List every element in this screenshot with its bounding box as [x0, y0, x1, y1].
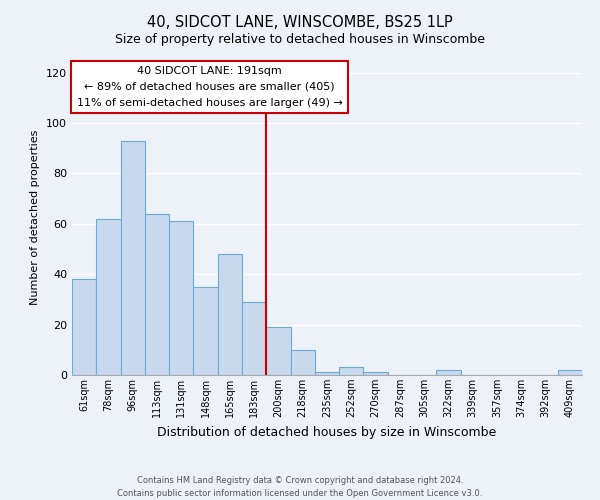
Bar: [436, 370, 461, 375]
Bar: [193, 287, 218, 375]
Bar: [339, 368, 364, 375]
Bar: [364, 372, 388, 375]
Bar: [96, 219, 121, 375]
Bar: [121, 140, 145, 375]
Bar: [145, 214, 169, 375]
Text: Contains HM Land Registry data © Crown copyright and database right 2024.
Contai: Contains HM Land Registry data © Crown c…: [118, 476, 482, 498]
X-axis label: Distribution of detached houses by size in Winscombe: Distribution of detached houses by size …: [157, 426, 497, 438]
Bar: [266, 327, 290, 375]
Bar: [169, 222, 193, 375]
Y-axis label: Number of detached properties: Number of detached properties: [31, 130, 40, 305]
Bar: [290, 350, 315, 375]
Bar: [242, 302, 266, 375]
Bar: [218, 254, 242, 375]
Text: 40, SIDCOT LANE, WINSCOMBE, BS25 1LP: 40, SIDCOT LANE, WINSCOMBE, BS25 1LP: [147, 15, 453, 30]
Bar: [72, 279, 96, 375]
Text: Size of property relative to detached houses in Winscombe: Size of property relative to detached ho…: [115, 32, 485, 46]
Bar: [315, 372, 339, 375]
Bar: [558, 370, 582, 375]
Text: 40 SIDCOT LANE: 191sqm
← 89% of detached houses are smaller (405)
11% of semi-de: 40 SIDCOT LANE: 191sqm ← 89% of detached…: [77, 66, 343, 108]
